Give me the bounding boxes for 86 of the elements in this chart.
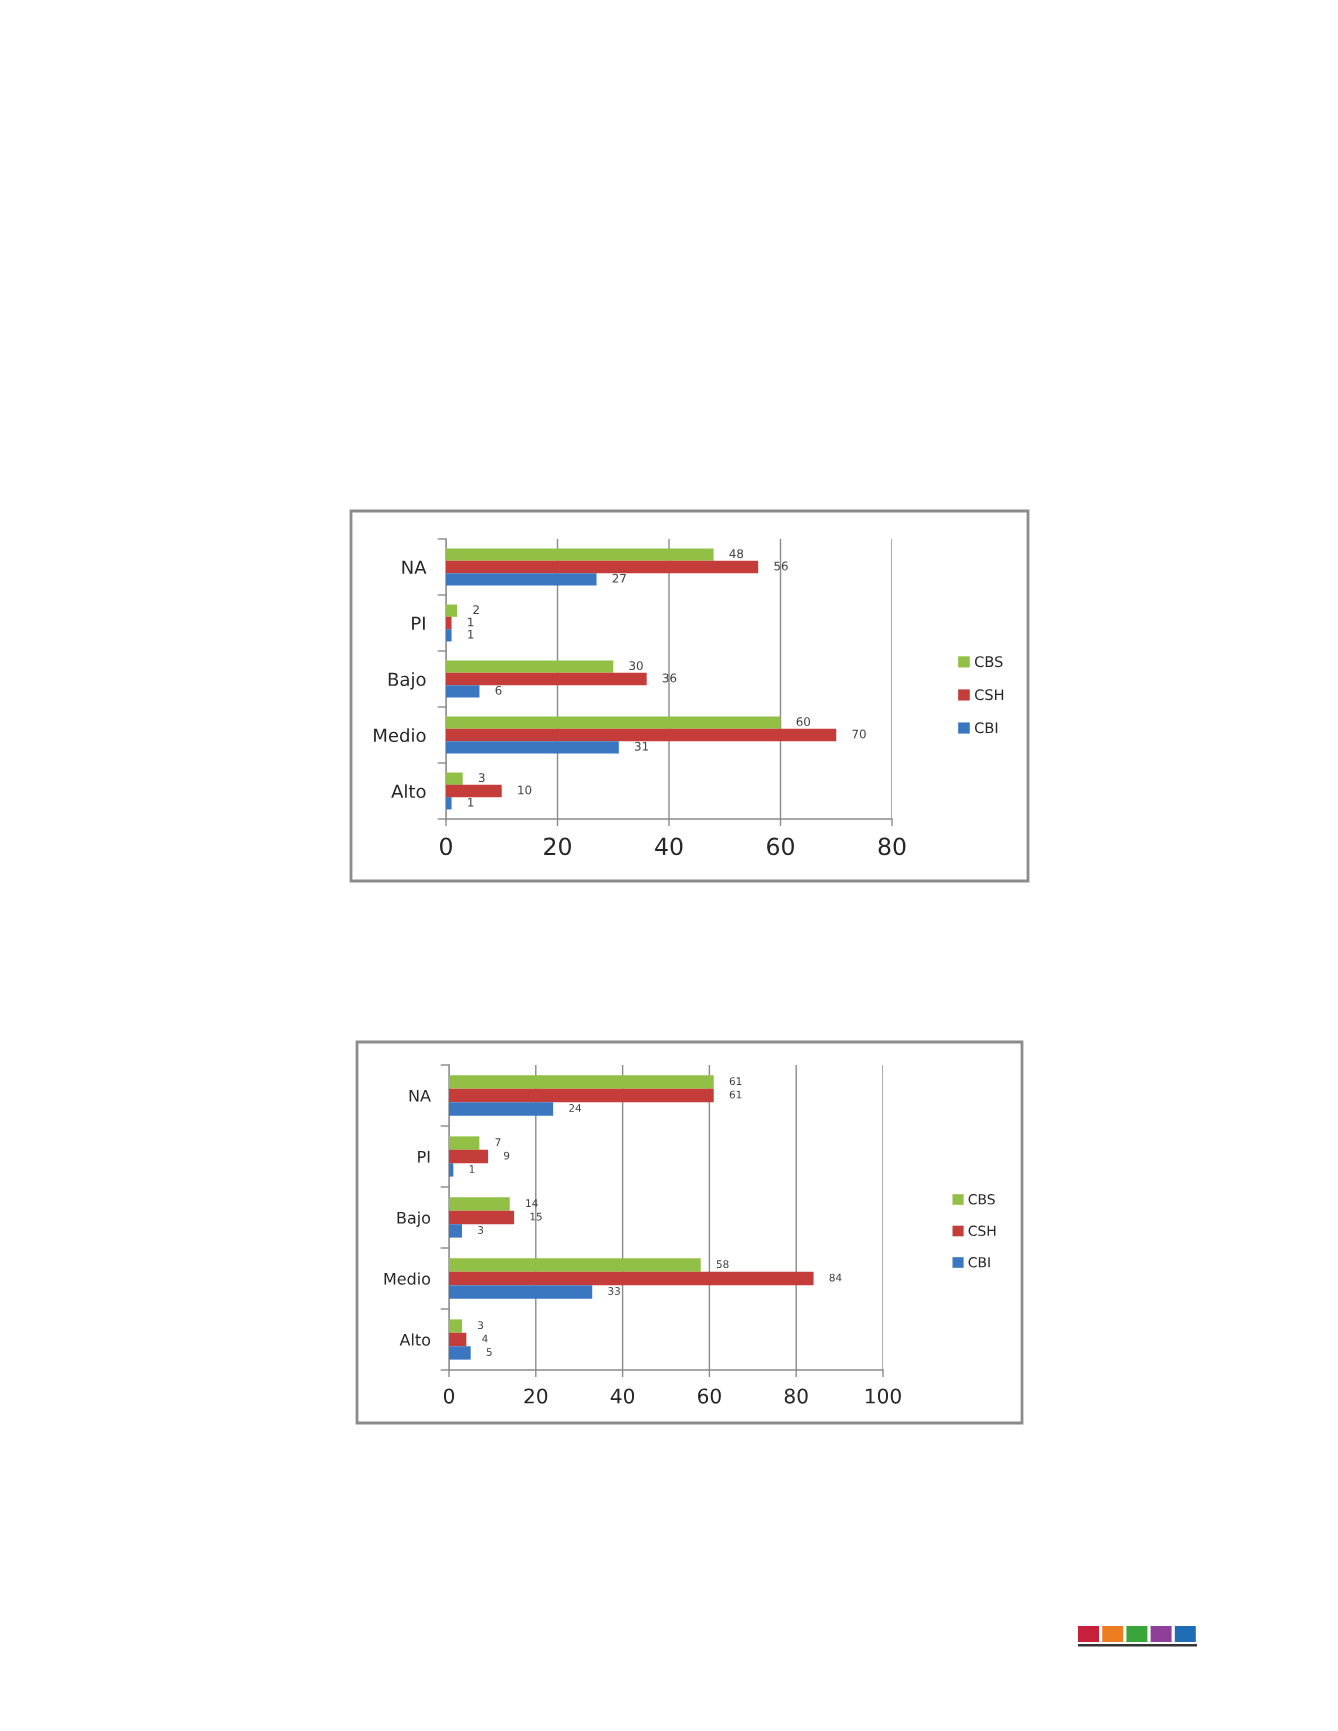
data-label: 14 xyxy=(526,1199,538,1207)
data-label: 33 xyxy=(608,1287,620,1295)
data-label: 58 xyxy=(716,1260,729,1269)
y-tick-label: NA xyxy=(409,1089,431,1102)
bar xyxy=(449,1088,714,1103)
bar xyxy=(449,1319,463,1333)
data-label: 61 xyxy=(729,1077,742,1086)
bar xyxy=(449,1258,701,1272)
bar xyxy=(446,560,759,574)
bar xyxy=(449,1163,454,1177)
y-tick-label: PI xyxy=(412,616,425,630)
data-label: 5 xyxy=(486,1348,492,1356)
data-label: 3 xyxy=(478,1226,484,1234)
x-tick-label: 60 xyxy=(697,1388,721,1404)
x-tick-label: 20 xyxy=(524,1388,548,1404)
bar xyxy=(449,1224,463,1238)
bar xyxy=(446,716,781,729)
bar xyxy=(446,685,480,698)
bar xyxy=(446,741,619,754)
y-tick-label: Medio xyxy=(374,728,426,743)
legend-label: CBS xyxy=(968,1194,995,1205)
data-label: 84 xyxy=(829,1273,842,1282)
x-tick-label: 40 xyxy=(610,1388,635,1404)
data-label: 3 xyxy=(478,773,485,783)
bar xyxy=(446,797,452,810)
y-tick-label: PI xyxy=(418,1150,430,1163)
y-tick-label: Bajo xyxy=(388,672,426,690)
legend-label: CSH xyxy=(968,1225,996,1237)
data-label: 27 xyxy=(612,573,626,583)
data-label: 30 xyxy=(629,661,643,671)
bar xyxy=(449,1271,814,1286)
y-tick-label: Medio xyxy=(384,1272,431,1285)
bar xyxy=(446,604,458,617)
x-tick-label: 40 xyxy=(655,837,683,856)
bar xyxy=(449,1210,515,1225)
data-label: 15 xyxy=(530,1212,542,1221)
bar xyxy=(446,616,452,630)
data-label: 3 xyxy=(478,1321,484,1330)
bar xyxy=(446,728,837,742)
data-label: 70 xyxy=(852,729,866,739)
x-tick-label: 80 xyxy=(784,1388,808,1404)
data-label: 1 xyxy=(468,629,474,639)
data-label: 9 xyxy=(503,1151,510,1160)
data-label: 4 xyxy=(482,1334,488,1343)
legend-label: CBI xyxy=(968,1257,990,1268)
bar xyxy=(449,1102,554,1116)
bar xyxy=(449,1136,480,1150)
legend-label: CSH xyxy=(974,689,1004,701)
legend-label: CBS xyxy=(974,656,1003,668)
bar xyxy=(446,548,714,561)
data-label: 7 xyxy=(495,1138,501,1146)
x-tick-label: 100 xyxy=(865,1388,901,1404)
data-label: 60 xyxy=(796,717,811,727)
data-label: 48 xyxy=(729,549,744,559)
data-label: 10 xyxy=(518,785,532,795)
y-tick-label: NA xyxy=(402,560,427,574)
bar xyxy=(449,1285,593,1299)
y-tick-label: Bajo xyxy=(397,1211,431,1227)
legend-label: CBI xyxy=(974,722,998,734)
bar xyxy=(449,1075,714,1089)
data-label: 31 xyxy=(635,741,649,751)
data-label: 1 xyxy=(468,797,474,807)
bar xyxy=(446,573,597,586)
bar xyxy=(449,1197,510,1211)
bar xyxy=(446,772,463,785)
x-tick-label: 80 xyxy=(878,837,906,856)
data-label: 6 xyxy=(495,685,502,695)
x-tick-label: 60 xyxy=(767,837,794,856)
y-tick-label: Alto xyxy=(399,1333,431,1346)
bar xyxy=(446,629,452,642)
data-label: 2 xyxy=(473,605,479,614)
data-label: 61 xyxy=(729,1090,742,1099)
data-label: 1 xyxy=(469,1165,475,1173)
x-tick-label: 20 xyxy=(544,837,571,856)
x-tick-label: 0 xyxy=(443,1388,455,1404)
data-label: 24 xyxy=(569,1104,582,1112)
bar xyxy=(449,1332,467,1347)
bar xyxy=(446,660,614,673)
bar xyxy=(446,672,647,686)
bar xyxy=(449,1346,471,1360)
bar xyxy=(449,1149,489,1164)
data-label: 36 xyxy=(662,673,677,683)
bar xyxy=(446,784,502,798)
data-label: 1 xyxy=(468,617,474,627)
y-tick-label: Alto xyxy=(391,784,426,799)
x-tick-label: 0 xyxy=(440,837,452,856)
